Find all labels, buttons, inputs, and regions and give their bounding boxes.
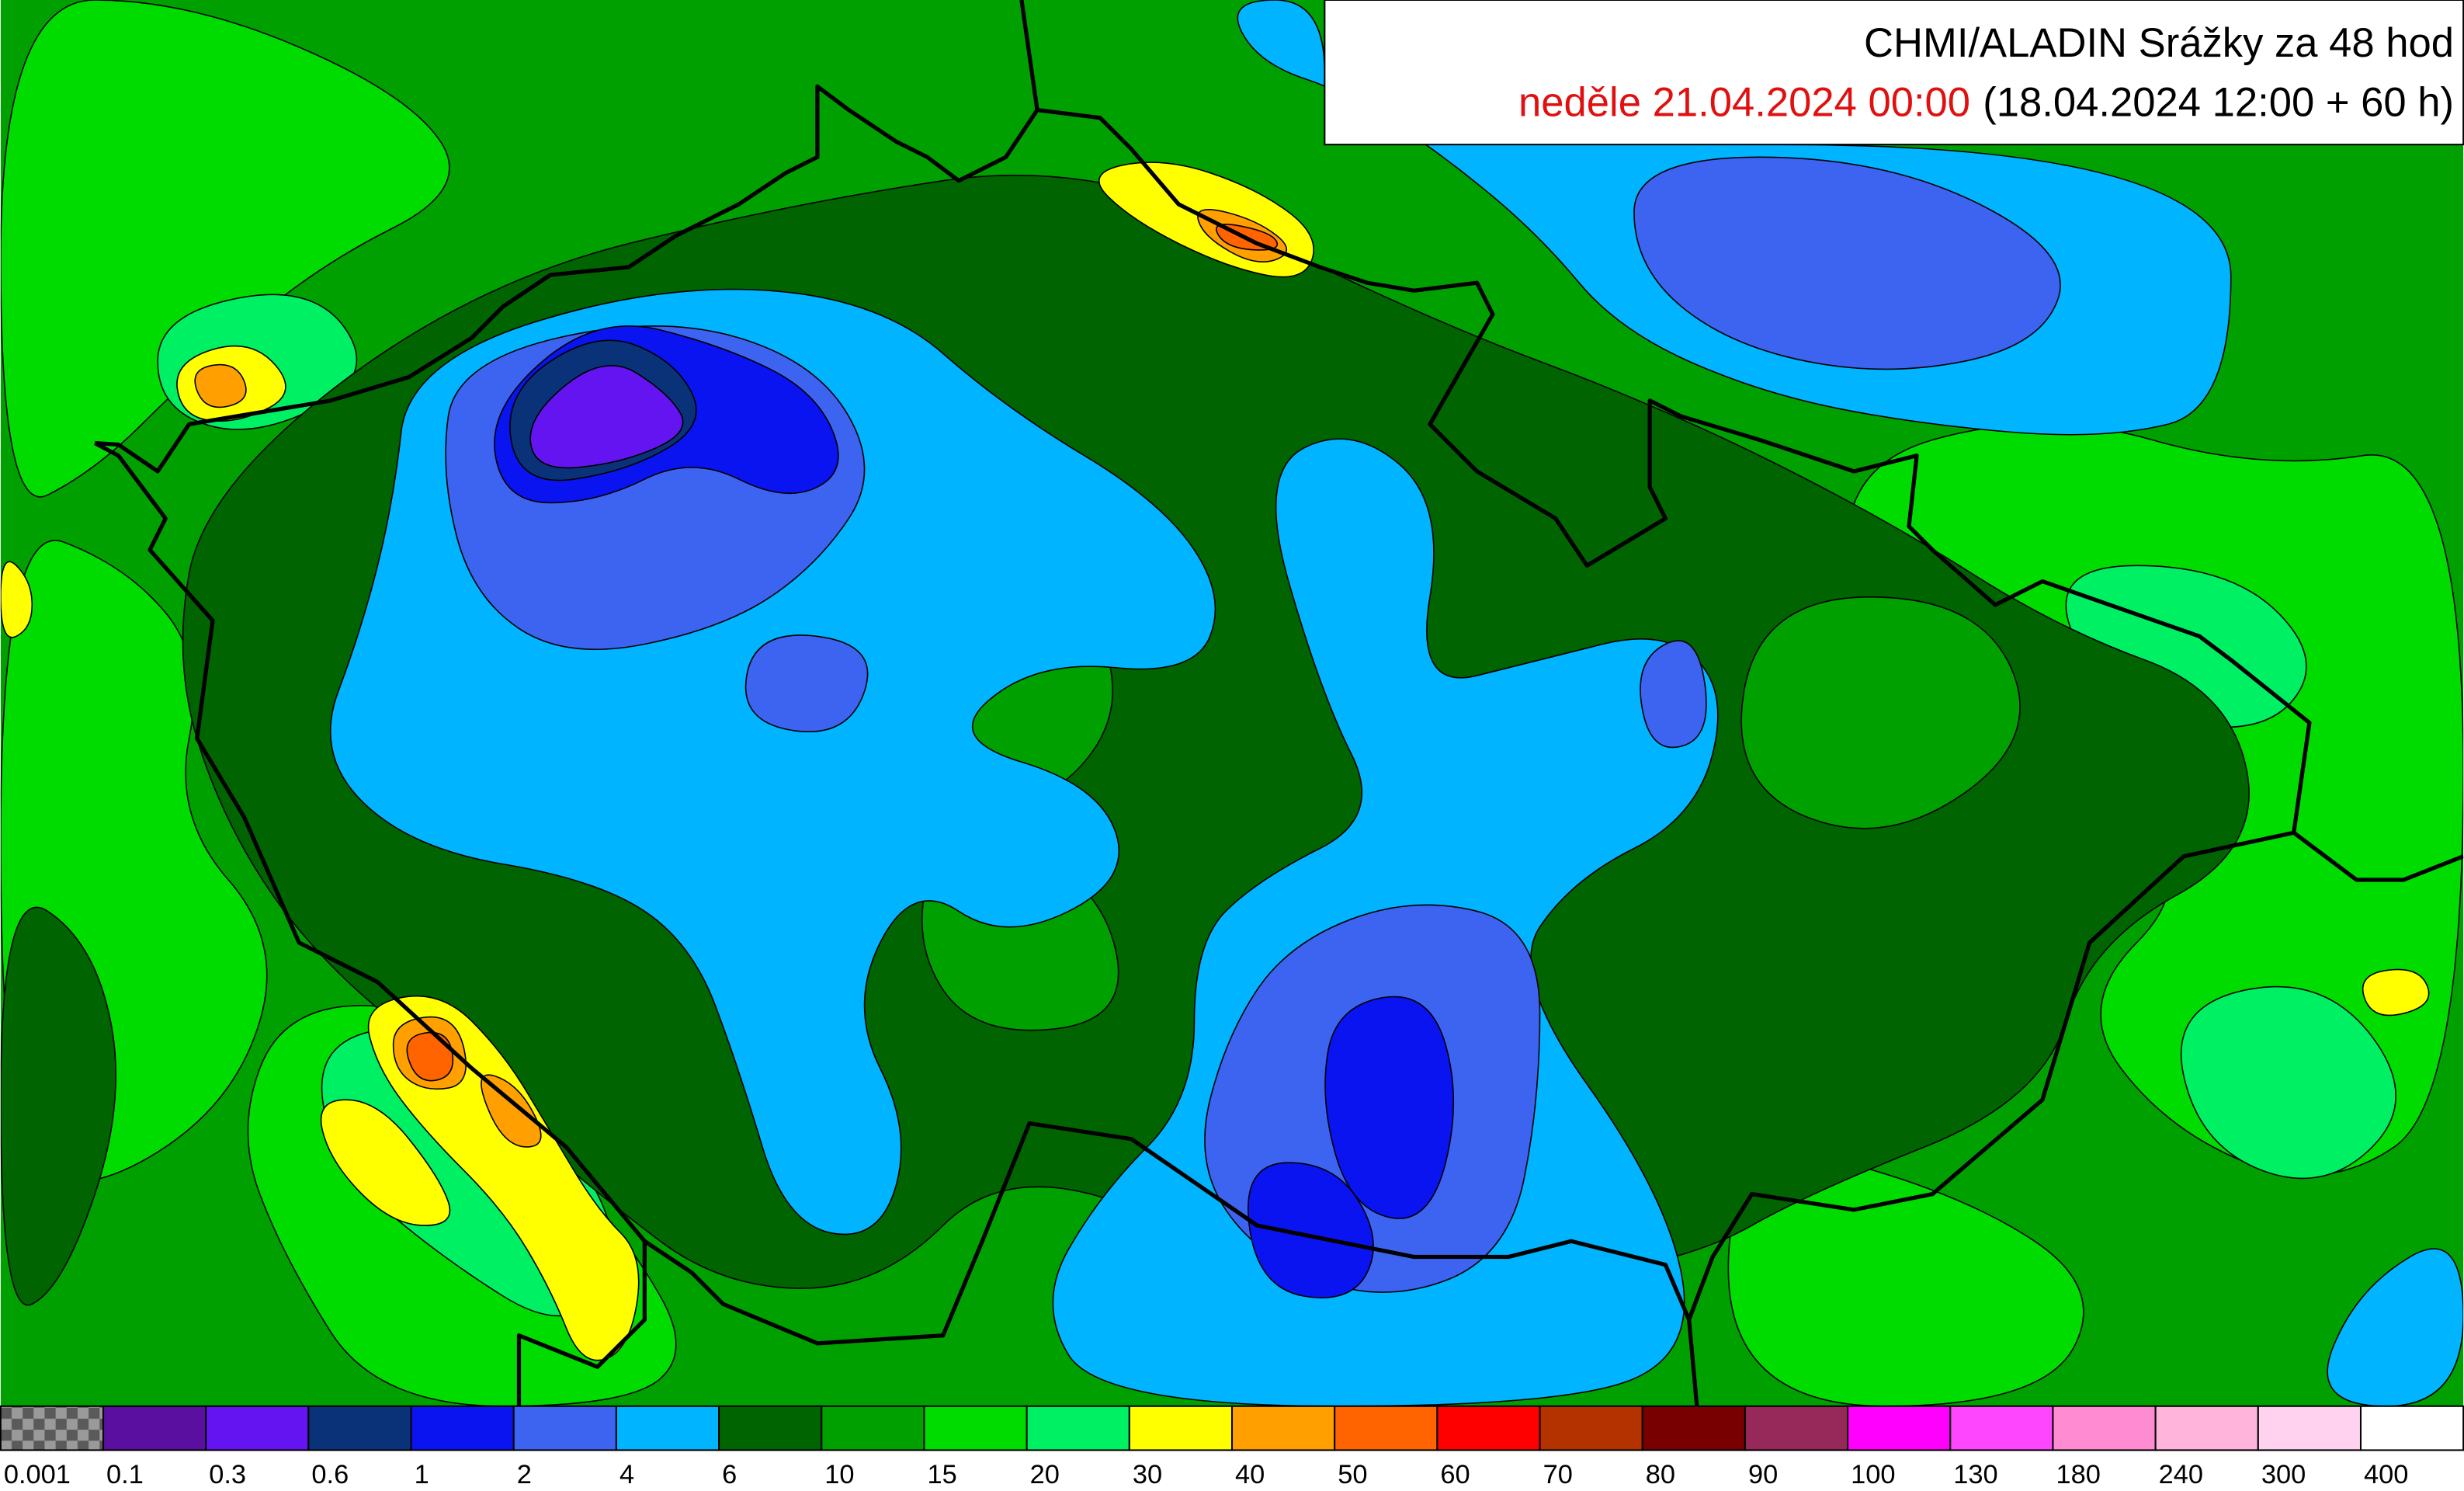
- precip-area: [481, 1074, 542, 1148]
- legend-swatch: [2052, 1405, 2157, 1451]
- precip-area: [529, 364, 684, 469]
- legend-swatch: [1949, 1405, 2054, 1451]
- subtitle: neděle 21.04.2024 00:00 (18.04.2024 12:00…: [1518, 80, 2454, 126]
- precip-area: [0, 561, 33, 638]
- precip-area: [1324, 996, 1455, 1219]
- country-border: [1019, 0, 1039, 110]
- precip-area: [1633, 156, 2061, 370]
- legend-swatch: [821, 1405, 925, 1451]
- legend-swatch: [1026, 1405, 1130, 1451]
- legend-swatch: [2359, 1405, 2464, 1451]
- legend-swatch: [615, 1405, 720, 1451]
- precip-area: [0, 0, 450, 498]
- precip-area: [744, 634, 869, 732]
- legend-swatch: [102, 1405, 207, 1451]
- precip-area: [0, 906, 116, 1306]
- legend-swatch: [1436, 1405, 1541, 1451]
- legend-swatch: [1334, 1405, 1438, 1451]
- legend-swatch: [205, 1405, 310, 1451]
- legend-swatch: [1128, 1405, 1234, 1451]
- legend-label: 15: [928, 1460, 957, 1489]
- legend-label: 70: [1543, 1460, 1573, 1489]
- legend-swatch: [718, 1405, 823, 1451]
- legend-swatch: [0, 1405, 105, 1451]
- legend-swatch: [1744, 1405, 1849, 1451]
- legend-label: 180: [2056, 1460, 2100, 1489]
- legend: 0.001 0.1 0.3 0.6 1 2 4 6 10 15 20 30 40 50 60 70 80 90 10…: [0, 1405, 2464, 1489]
- precip-area: [194, 363, 247, 408]
- legend-label: 400: [2364, 1460, 2408, 1489]
- legend-swatch: [1847, 1405, 1952, 1451]
- legend-swatch: [2154, 1405, 2259, 1451]
- legend-swatch: [1539, 1405, 1643, 1451]
- legend-label: 90: [1748, 1460, 1778, 1489]
- precip-area: [320, 1099, 451, 1226]
- precip-area: [1248, 1162, 1374, 1298]
- country-border: [95, 84, 2312, 1321]
- legend-label: 0.6: [311, 1460, 349, 1489]
- country-border: [643, 1121, 1699, 1406]
- country-border: [2292, 831, 2464, 882]
- legend-label: 30: [1133, 1460, 1162, 1489]
- precipitation-field: [0, 0, 2464, 1406]
- precip-area: [1740, 596, 2021, 829]
- legend-label: 130: [1953, 1460, 1997, 1489]
- legend-swatch: [1641, 1405, 1746, 1451]
- legend-label: 20: [1030, 1460, 1060, 1489]
- legend-swatch: [410, 1405, 515, 1451]
- legend-swatch: [1230, 1405, 1336, 1451]
- legend-swatch: [2257, 1405, 2362, 1451]
- legend-swatch: [923, 1405, 1028, 1451]
- legend-label: 50: [1338, 1460, 1367, 1489]
- country-border: [93, 441, 647, 1406]
- title-box: [1324, 0, 2464, 146]
- legend-label: 80: [1646, 1460, 1675, 1489]
- legend-swatch: [512, 1405, 617, 1451]
- valid-time: neděle 21.04.2024 00:00: [1518, 80, 1970, 126]
- precip-area: [2180, 985, 2396, 1180]
- legend-label: 1: [415, 1460, 429, 1489]
- legend-label: 4: [619, 1460, 634, 1489]
- title: CHMI/ALADIN Srážky za 48 hod: [1864, 20, 2454, 66]
- precip-area: [2362, 968, 2430, 1017]
- run-info: (18.04.2024 12:00 + 60 h): [1983, 80, 2454, 126]
- legend-label: 6: [722, 1460, 737, 1489]
- legend-label: 40: [1235, 1460, 1265, 1489]
- legend-label: 0.1: [106, 1460, 144, 1489]
- legend-label: 0.3: [209, 1460, 246, 1489]
- precip-area: [1640, 640, 1707, 749]
- precip-area: [2327, 1248, 2464, 1406]
- legend-label: 100: [1851, 1460, 1895, 1489]
- legend-label: 60: [1440, 1460, 1470, 1489]
- legend-label: 0.001: [4, 1460, 71, 1489]
- legend-label: 10: [824, 1460, 854, 1489]
- legend-label: 240: [2159, 1460, 2203, 1489]
- legend-swatch: [307, 1405, 412, 1451]
- legend-label: 2: [517, 1460, 532, 1489]
- legend-label: 300: [2261, 1460, 2306, 1489]
